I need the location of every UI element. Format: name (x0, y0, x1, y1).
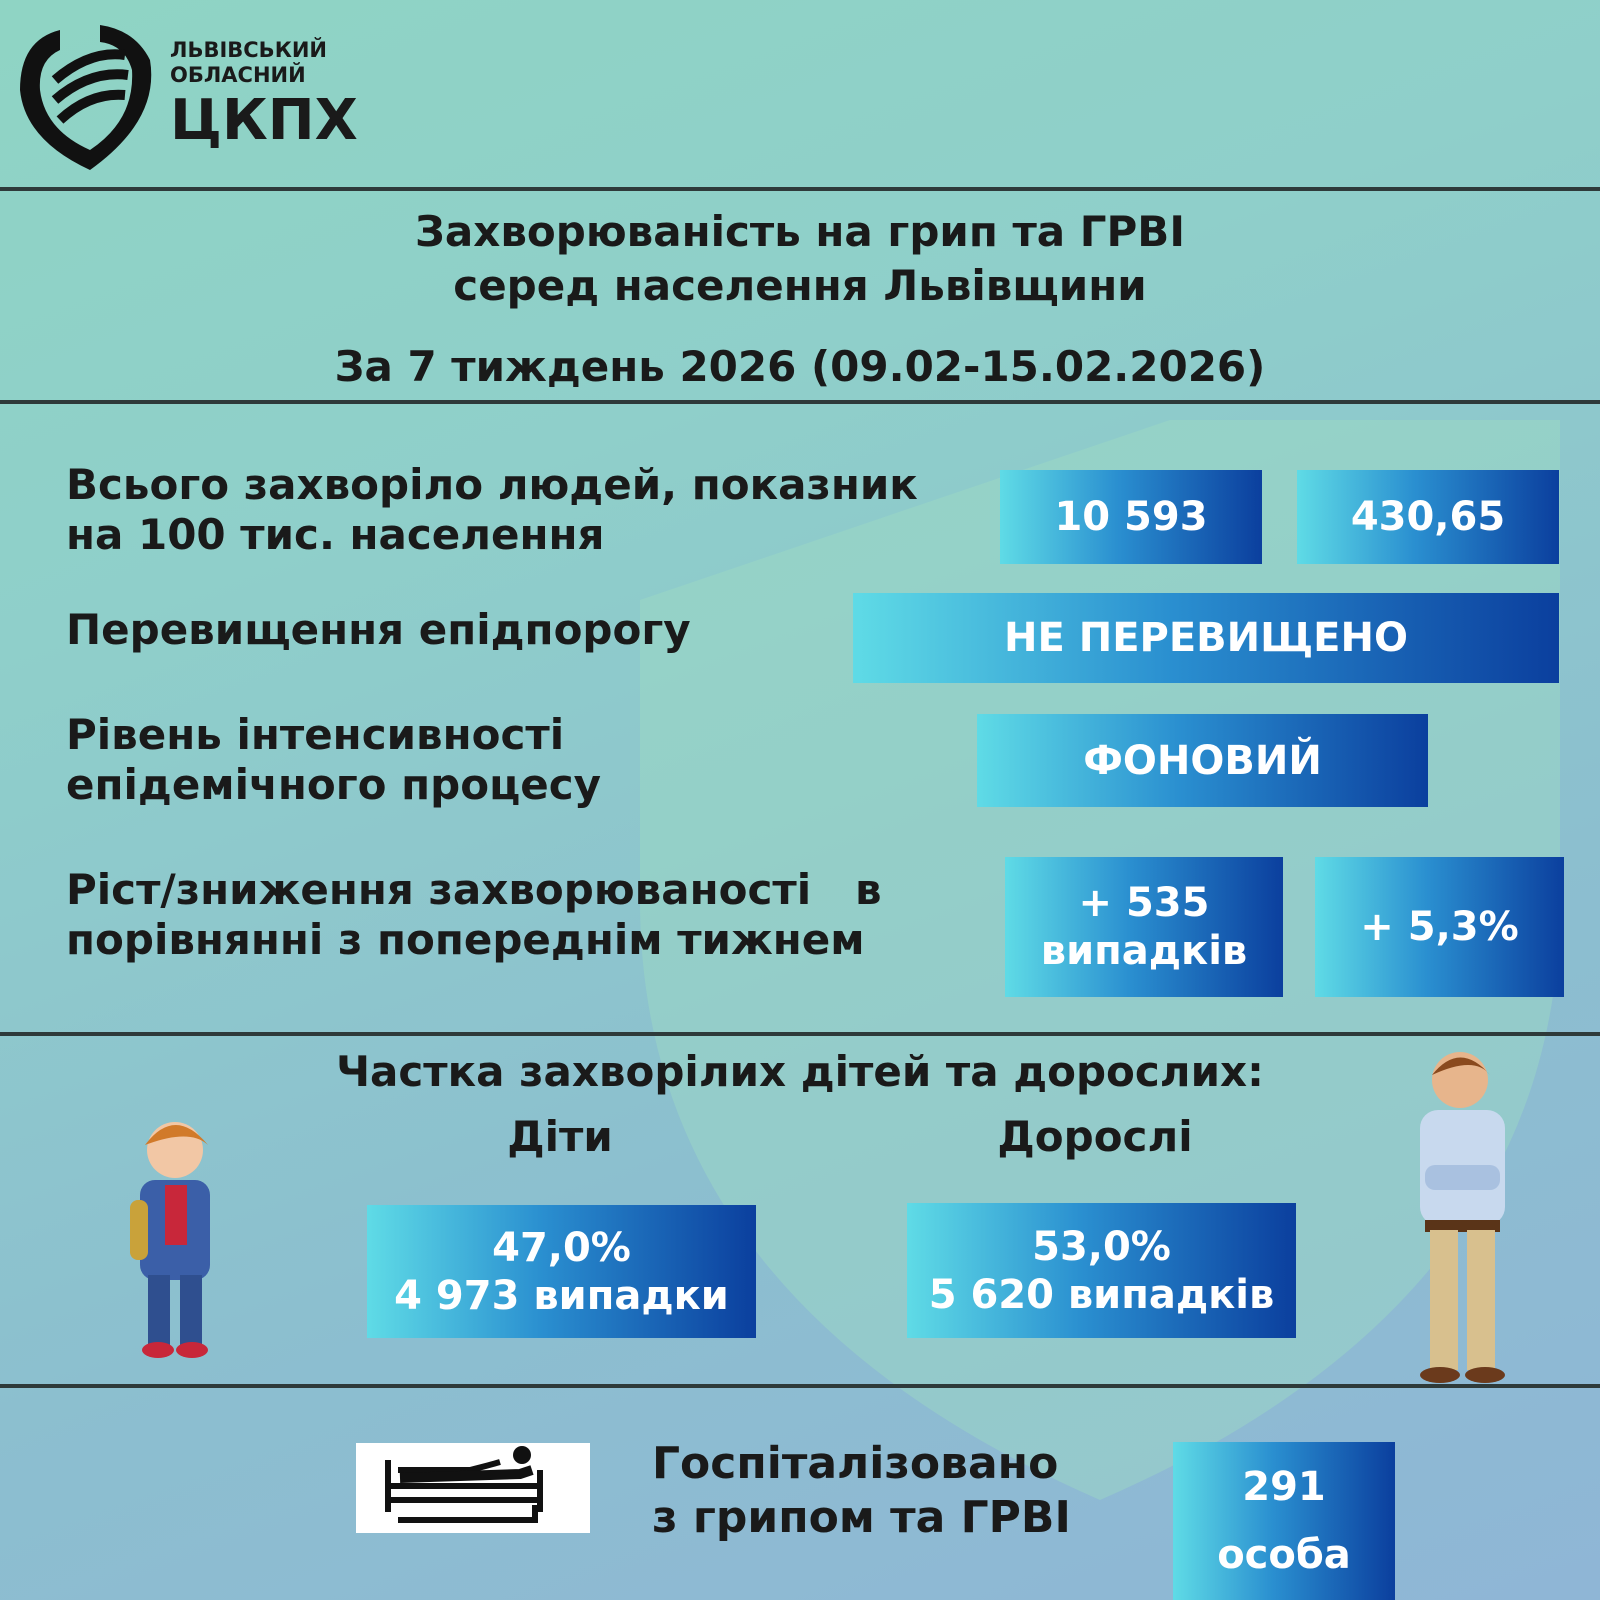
group-name: Дорослі (997, 1112, 1193, 1161)
box-line: ФОНОВИЙ (1083, 737, 1322, 784)
box-line: 430,65 (1350, 494, 1506, 540)
indicator-label: Перевищення епідпорогу (66, 605, 691, 655)
label-line: Ріст/зниження захворюваності в (66, 865, 882, 914)
box-line: + 535 (1078, 880, 1210, 926)
label-line: Госпіталізовано (652, 1438, 1059, 1489)
label-line: з грипом та ГРВІ (652, 1492, 1071, 1543)
indicator-label: Всього захворіло людей, показник на 100 … (66, 460, 918, 560)
label-line: Перевищення епідпорогу (66, 605, 691, 654)
value-box: 430,65 (1297, 470, 1559, 564)
separator (0, 400, 1600, 404)
value-box: ФОНОВИЙ (977, 714, 1428, 807)
separator (0, 1032, 1600, 1036)
group-name: Діти (507, 1112, 613, 1161)
value-box: + 535 випадків (1005, 857, 1283, 997)
label-line: епідемічного процесу (66, 760, 601, 809)
share-box: 47,0% 4 973 випадки (367, 1205, 756, 1338)
box-line: випадків (1040, 928, 1248, 974)
box-line: 53,0% (1032, 1223, 1171, 1270)
separator (0, 187, 1600, 191)
title: Захворюваність на грип та ГРВІ серед нас… (0, 205, 1600, 313)
box-line: 10 593 (1054, 494, 1208, 540)
box-line: НЕ ПЕРЕВИЩЕНО (1004, 615, 1408, 661)
box-line: 4 973 випадки (394, 1272, 729, 1319)
hospital-label: Госпіталізовано з грипом та ГРВІ (652, 1437, 1071, 1545)
box-line: 291 (1242, 1464, 1326, 1510)
label-line: Рівень інтенсивності (66, 710, 565, 759)
box-line: 5 620 випадків (928, 1271, 1275, 1318)
indicator-label: Рівень інтенсивності епідемічного процес… (66, 710, 601, 810)
label-line: на 100 тис. населення (66, 510, 605, 559)
separator (0, 1384, 1600, 1388)
hospital-box: 291 особа (1173, 1442, 1395, 1600)
logo-text: ЛЬВІВСЬКИЙ ОБЛАСНИЙ ЦКПХ (170, 38, 358, 154)
box-line: 47,0% (492, 1224, 631, 1271)
value-box: НЕ ПЕРЕВИЩЕНО (853, 593, 1559, 683)
period: За 7 тиждень 2026 (09.02-15.02.2026) (334, 342, 1266, 391)
box-line: особа (1217, 1532, 1351, 1578)
value-box: + 5,3% (1315, 857, 1564, 997)
title-line: серед населення Львівщини (453, 261, 1147, 310)
indicator-label: Ріст/зниження захворюваності в порівнянн… (66, 865, 882, 965)
title-line: Захворюваність на грип та ГРВІ (415, 207, 1185, 256)
logo-name: ЦКПХ (170, 88, 358, 153)
logo-line: ОБЛАСНИЙ (170, 63, 306, 87)
shares-title: Частка захворілих дітей та дорослих: (336, 1047, 1264, 1096)
label-line: Всього захворіло людей, показник (66, 460, 918, 509)
box-line: + 5,3% (1360, 904, 1519, 950)
share-box: 53,0% 5 620 випадків (907, 1203, 1296, 1338)
value-box: 10 593 (1000, 470, 1262, 564)
label-line: порівнянні з попереднім тижнем (66, 915, 865, 964)
logo-line: ЛЬВІВСЬКИЙ (170, 38, 328, 62)
